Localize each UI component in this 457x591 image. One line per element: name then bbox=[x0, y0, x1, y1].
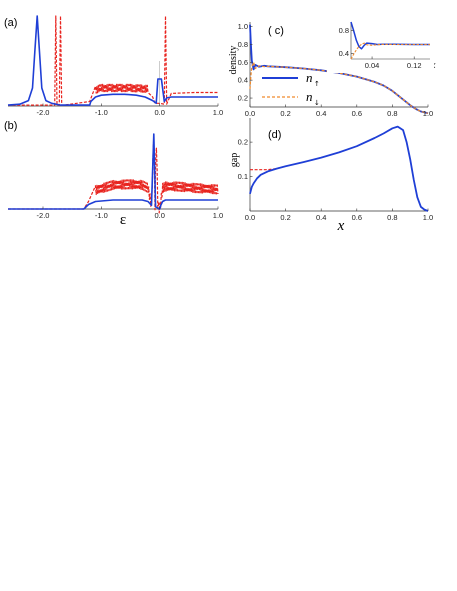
legend-down-symbol: n bbox=[306, 89, 313, 104]
panel-a-xtick-label-3: 1.0 bbox=[213, 108, 223, 117]
panel-d-xlabel: x bbox=[337, 218, 345, 234]
legend-up-symbol: n bbox=[306, 70, 313, 85]
legend-down-sub: ↓ bbox=[314, 99, 320, 107]
panel-d-xtick-label-0: 0.0 bbox=[245, 213, 255, 222]
panel-c-xtick-label-0: 0.0 bbox=[245, 109, 255, 118]
panel-d-ylabel: gap bbox=[229, 153, 240, 167]
inset-background bbox=[327, 20, 434, 73]
panel-d-xtick-label-4: 0.8 bbox=[387, 213, 397, 222]
panel-d-xtick-label-2: 0.4 bbox=[316, 213, 326, 222]
panel-a-label: (a) bbox=[4, 17, 17, 29]
panel-c-ytick-label-3: 0.8 bbox=[238, 40, 248, 49]
panel-b-xtick-label-1: -1.0 bbox=[95, 211, 108, 220]
inset-ytick-label-1: 0.8 bbox=[339, 26, 349, 35]
panel-c-label: ( c) bbox=[268, 25, 284, 37]
inset-series-down bbox=[350, 42, 430, 60]
panel-d-xtick-label-3: 0.6 bbox=[352, 213, 362, 222]
panel-c-ylabel: density bbox=[228, 46, 239, 75]
panel-b-xtick-label-2: 0.0 bbox=[154, 211, 164, 220]
inset-xtick-label-1: 0.12 bbox=[407, 61, 422, 70]
panel-a-series-up bbox=[7, 15, 218, 106]
inset-ytick-label-0: 0.4 bbox=[339, 49, 349, 58]
panel-a-series-down bbox=[8, 15, 218, 106]
panel-c-ytick-label-4: 1.0 bbox=[238, 22, 248, 31]
panel-c-ytick-label-0: 0.2 bbox=[238, 94, 248, 103]
panel-b-series-down bbox=[8, 140, 219, 214]
panel-c-xtick-label-5: 1.0 bbox=[423, 109, 433, 118]
panel-a-xtick-label-1: -1.0 bbox=[95, 108, 108, 117]
legend-up-sub: ↑ bbox=[314, 80, 320, 88]
panel-a-xtick-label-0: -2.0 bbox=[37, 108, 50, 117]
panel-d-ytick-label-0: 0.1 bbox=[238, 172, 248, 181]
panel-a-xtick-label-2: 0.0 bbox=[154, 108, 164, 117]
panel-b-xlabel: ε bbox=[120, 212, 126, 228]
plots: -2.0 -1.0 0.0 1.0 -2.0 -1.0 0.0 1.0 0.0 0.2 0.4 0.6… bbox=[7, 15, 434, 222]
panel-d-xtick-label-5: 1.0 bbox=[423, 213, 433, 222]
panel-c-xtick-label-4: 0.8 bbox=[387, 109, 397, 118]
panel-d-xtick-label-1: 0.2 bbox=[280, 213, 290, 222]
panel-c-series-down bbox=[249, 61, 429, 114]
panel-b-series-up bbox=[8, 133, 218, 210]
panel-b-xtick-label-3: 1.0 bbox=[213, 211, 223, 220]
panel-c-ytick-label-2: 0.6 bbox=[238, 58, 248, 67]
panel-d-ytick-label-1: 0.2 bbox=[238, 138, 248, 147]
panel-b-xtick-label-0: -2.0 bbox=[37, 211, 50, 220]
panel-c-xtick-label-2: 0.4 bbox=[316, 109, 326, 118]
panel-d-label: (d) bbox=[268, 129, 281, 141]
panel-b-label: (b) bbox=[4, 120, 17, 132]
panel-c-ytick-label-1: 0.4 bbox=[238, 76, 248, 85]
legend-c: n ↑ n ↓ bbox=[262, 70, 320, 107]
inset-xtick-label-0: 0.04 bbox=[365, 61, 380, 70]
panel-d-series-up bbox=[249, 125, 429, 212]
panel-c-xtick-label-3: 0.6 bbox=[352, 109, 362, 118]
panel-c-xtick-label-1: 0.2 bbox=[280, 109, 290, 118]
